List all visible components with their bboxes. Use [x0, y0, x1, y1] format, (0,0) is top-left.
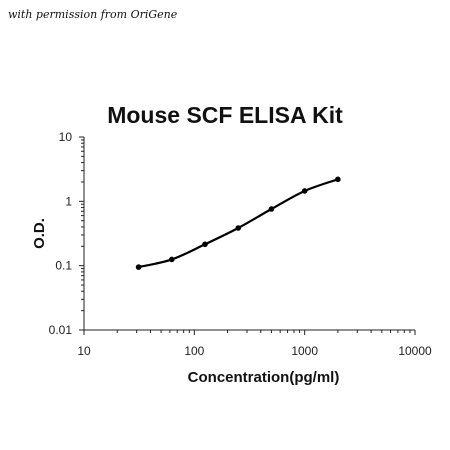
y-tick-label: 10	[59, 130, 73, 144]
x-tick-label: 1000	[291, 344, 318, 358]
y-tick-label: 1	[65, 194, 72, 208]
attribution-note: with permission from OriGene	[8, 8, 178, 21]
standard-curve-line	[138, 178, 339, 269]
y-tick-label: 0.01	[49, 323, 73, 337]
data-point	[235, 225, 242, 231]
x-tick-label: 100	[184, 344, 204, 358]
x-axis-label: Concentration(pg/ml)	[188, 369, 340, 386]
data-point	[301, 188, 308, 194]
chart-series	[135, 176, 341, 270]
chart-title: Mouse SCF ELISA Kit	[107, 102, 343, 128]
data-point	[335, 176, 341, 183]
data-point	[169, 256, 175, 263]
x-tick-label: 10	[77, 344, 91, 358]
chart-axes	[83, 137, 415, 331]
data-point	[202, 241, 208, 248]
data-point	[135, 264, 142, 270]
x-tick-label: 10000	[398, 344, 432, 358]
y-tick-label: 0.1	[55, 259, 72, 273]
data-point	[268, 206, 275, 212]
chart-ticks: 10 100 1000 10000 0.01 0.1 1 10	[49, 130, 432, 358]
y-axis-label: O.D.	[31, 218, 48, 249]
